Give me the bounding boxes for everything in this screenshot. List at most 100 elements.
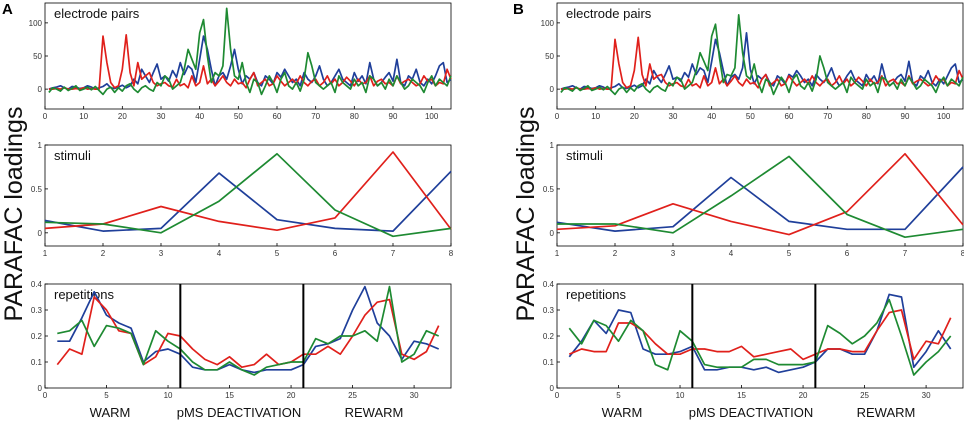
x-tick-label: 5 [104,391,109,400]
panel-b: B PARAFAC loadings WARM pMS DEACTIVATION… [512,1,964,420]
series-line-blue [57,285,440,374]
plot-frame [44,144,452,247]
series-line-red [560,36,964,90]
y-tick-label: 0 [38,85,43,94]
x-tick-label: 7 [903,249,908,258]
x-tick-label: 0 [555,112,560,121]
x-tick-label: 8 [961,249,964,258]
x-tick-label: 4 [729,249,734,258]
series-line-red [44,151,452,232]
y-tick-label: 100 [541,19,555,28]
chart-repetitions: repetitions 0 5 10 15 20 25 30 0 0.1 0.2 0.3 0.4 [31,280,452,400]
segment-label-rewarm: REWARM [857,405,916,420]
chart-title: electrode pairs [54,6,140,21]
x-tick-label: 80 [350,112,359,121]
x-tick-label: 20 [287,391,296,400]
series-line-green [57,285,440,376]
x-tick-label: 30 [157,112,166,121]
chart-repetitions: repetitions 0 5 10 15 20 25 30 0 0.1 0.2 0.3 0.4 [543,280,964,400]
chart-electrode-pairs: electrode pairs 0 10 20 30 40 50 60 70 80 90 100 0 50… [541,2,964,121]
x-tick-label: 3 [671,249,676,258]
y-tick-label: 0.5 [543,185,555,194]
series-line-green [44,152,452,238]
segment-label-pms-deactivation: pMS DEACTIVATION [177,405,301,420]
y-tick-label: 100 [29,19,43,28]
series-line-red [56,296,440,369]
x-tick-label: 25 [348,391,357,400]
x-tick-label: 8 [449,249,454,258]
x-tick-label: 100 [425,112,439,121]
x-tick-label: 20 [118,112,127,121]
x-tick-label: 4 [217,249,222,258]
series-line-green [48,7,452,96]
y-tick-label: 0 [550,229,555,238]
plot-frame [556,144,964,247]
segment-label-rewarm: REWARM [345,405,404,420]
y-tick-label: 0.4 [543,280,555,289]
x-tick-label: 20 [799,391,808,400]
x-tick-label: 15 [737,391,746,400]
x-tick-label: 10 [591,112,600,121]
y-tick-label: 0 [550,85,555,94]
x-tick-label: 6 [845,249,850,258]
panel-a-label: A [2,1,13,18]
x-tick-label: 3 [159,249,164,258]
panel-b-label: B [513,1,524,18]
x-tick-label: 1 [555,249,560,258]
y-tick-label: 0.1 [31,358,43,367]
series-line-green [568,298,952,376]
series-line-green [557,155,964,239]
x-tick-label: 5 [275,249,280,258]
y-tick-label: 0 [38,229,43,238]
y-tick-label: 0.2 [543,332,555,341]
series-line-red [556,152,964,236]
x-tick-label: 70 [823,112,832,121]
x-tick-label: 5 [616,391,621,400]
x-tick-label: 70 [311,112,320,121]
x-tick-label: 50 [746,112,755,121]
x-tick-label: 10 [676,391,685,400]
panel-a-segment-labels: WARM pMS DEACTIVATION REWARM [90,405,404,420]
x-tick-label: 2 [613,249,618,258]
series-line-blue [44,170,452,232]
panel-a-y-axis-label: PARAFAC loadings [0,107,28,322]
x-tick-label: 10 [79,112,88,121]
x-tick-label: 30 [922,391,931,400]
chart-stimuli: stimuli 1 2 3 4 5 6 7 8 0 0.5 1 [543,141,964,258]
x-tick-label: 30 [669,112,678,121]
panel-b-segment-labels: WARM pMS DEACTIVATION REWARM [602,405,916,420]
x-tick-label: 100 [937,112,951,121]
x-tick-label: 10 [164,391,173,400]
chart-title: electrode pairs [566,6,652,21]
x-tick-label: 5 [787,249,792,258]
x-tick-label: 50 [234,112,243,121]
y-tick-label: 0.5 [31,185,43,194]
y-tick-label: 50 [33,52,42,61]
x-tick-label: 60 [785,112,794,121]
y-tick-label: 0.1 [543,358,555,367]
y-tick-label: 0.3 [543,306,555,315]
x-tick-label: 90 [901,112,910,121]
series-line-red [568,309,952,361]
y-tick-label: 0.2 [31,332,43,341]
segment-label-warm: WARM [90,405,131,420]
y-tick-label: 0.4 [31,280,43,289]
x-tick-label: 60 [273,112,282,121]
series-line-red [48,33,452,90]
x-tick-label: 30 [410,391,419,400]
x-tick-label: 2 [101,249,106,258]
x-tick-label: 0 [43,112,48,121]
x-tick-label: 80 [862,112,871,121]
y-tick-label: 1 [550,141,555,150]
panel-a: A PARAFAC loadings WARM pMS DEACTIVATION… [0,1,454,420]
x-tick-label: 15 [225,391,234,400]
x-tick-label: 25 [860,391,869,400]
panel-b-y-axis-label: PARAFAC loadings [512,107,540,322]
x-tick-label: 20 [630,112,639,121]
series-line-blue [556,166,964,232]
segment-label-warm: WARM [602,405,643,420]
segment-label-pms-deactivation: pMS DEACTIVATION [689,405,813,420]
x-tick-label: 0 [43,391,48,400]
y-tick-label: 1 [38,141,43,150]
x-tick-label: 0 [555,391,560,400]
